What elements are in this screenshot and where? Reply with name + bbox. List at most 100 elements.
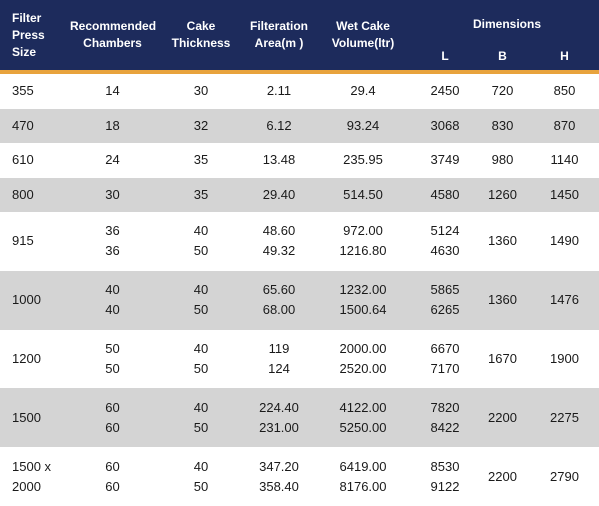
cell-line: 7170 <box>430 360 460 376</box>
cell-line: 68.00 <box>262 302 296 318</box>
cell-line: 35 <box>193 152 209 168</box>
table-cell: 40 50 <box>155 447 247 506</box>
cell-line: 1500 <box>12 409 41 425</box>
table-cell: 1500 <box>0 388 70 448</box>
table-cell: 850 <box>530 72 599 109</box>
table-cell: 2450 <box>415 72 475 109</box>
cell-line: 1360 <box>488 233 517 249</box>
table-row: 800 30 35 29.40 514.50 4580 1260 1450 <box>0 177 599 212</box>
cell-line: Cake <box>186 19 216 33</box>
table-cell: 224.40 231.00 <box>247 388 311 448</box>
cell-line: 2275 <box>550 409 579 425</box>
table-cell: 972.00 1216.80 <box>311 212 415 271</box>
table-cell: 610 <box>0 143 70 178</box>
cell-line: 4630 <box>430 243 460 259</box>
table-row: 1500 x 2000 60 60 40 50 347.20 358.40 6419.00 817… <box>0 447 599 506</box>
cell-line: 50 <box>193 419 209 435</box>
cell-line: 30 <box>193 83 209 99</box>
table-cell: 2.11 <box>247 72 311 109</box>
cell-line: 1450 <box>550 186 579 202</box>
table-row: 610 24 35 13.48 235.95 3749 980 1140 <box>0 143 599 178</box>
table-cell: 830 <box>475 108 530 143</box>
table-cell: 32 <box>155 108 247 143</box>
cell-line: 29.4 <box>350 83 376 99</box>
cell-line: Chambers <box>83 36 142 50</box>
cell-line: 13.48 <box>262 152 296 168</box>
cell-line: 50 <box>193 360 209 376</box>
cell-line: 50 <box>193 302 209 318</box>
table-cell: 60 60 <box>70 388 155 448</box>
table-header: Filter Press Size Recommended Chambers Cake Th… <box>0 0 599 74</box>
cell-line: 36 <box>105 243 120 259</box>
cell-line: 4580 <box>430 186 460 202</box>
table-row: 470 18 32 6.12 93.24 3068 830 870 <box>0 108 599 143</box>
cell-line: 1360 <box>488 292 517 308</box>
cell-line: 2.11 <box>266 83 292 99</box>
cell-line: 224.40 <box>259 399 299 415</box>
column-header: Wet Cake Volume(ltr) <box>311 0 415 74</box>
cell-line: 830 <box>491 117 514 133</box>
cell-line: 50 <box>193 243 209 259</box>
table-cell: 40 40 <box>70 270 155 330</box>
cell-line: 40 <box>193 399 209 415</box>
table-cell: 870 <box>530 108 599 143</box>
cell-line: 347.20 <box>259 458 299 474</box>
table-cell: 1360 <box>475 270 530 330</box>
table-cell: 30 <box>155 72 247 109</box>
cell-line: Size <box>12 44 37 59</box>
table-cell: 6.12 <box>247 108 311 143</box>
cell-line: 49.32 <box>262 243 296 259</box>
sub-header: B <box>475 48 530 74</box>
header-row: Filter Press Size Recommended Chambers Cake Th… <box>0 0 599 74</box>
table-cell: 48.60 49.32 <box>247 212 311 271</box>
cell-line: 231.00 <box>259 419 299 435</box>
table-row: 1000 40 40 40 50 65.60 68.00 1232.00 1500.64 5865… <box>0 270 599 330</box>
table-cell: 1200 <box>0 330 70 389</box>
table-cell: 40 50 <box>155 330 247 389</box>
cell-line: 14 <box>105 83 120 99</box>
table-cell: 6670 7170 <box>415 330 475 389</box>
cell-line: 2790 <box>550 468 579 484</box>
table-cell: 1476 <box>530 270 599 330</box>
table-cell: 1000 <box>0 270 70 330</box>
column-header: Recommended Chambers <box>70 0 157 74</box>
table-cell: 915 <box>0 212 70 271</box>
cell-line: 119 <box>268 340 290 356</box>
cell-line: 2200 <box>488 468 517 484</box>
cell-line: 4122.00 <box>339 399 387 415</box>
table-cell: 7820 8422 <box>415 388 475 448</box>
cell-line: 2520.00 <box>339 360 387 376</box>
cell-line: Filteration <box>249 19 308 33</box>
cell-line: Recommended <box>70 19 157 33</box>
table-cell: 347.20 358.40 <box>247 447 311 506</box>
table-cell: 8530 9122 <box>415 447 475 506</box>
table-cell: 29.40 <box>247 177 311 212</box>
cell-line: 6265 <box>430 302 460 318</box>
sub-header: H <box>530 48 599 74</box>
cell-line: 1490 <box>550 233 579 249</box>
cell-line: 1500.64 <box>339 302 387 318</box>
table-cell: 2200 <box>475 447 530 506</box>
table-cell: 4122.00 5250.00 <box>311 388 415 448</box>
cell-line: 6419.00 <box>339 458 387 474</box>
table-cell: 1500 x 2000 <box>0 447 70 506</box>
table-cell: 800 <box>0 177 70 212</box>
cell-line: Volume(ltr) <box>331 36 395 50</box>
cell-line: 1140 <box>550 152 579 168</box>
cell-line: 60 <box>105 478 120 494</box>
table-cell: 40 50 <box>155 212 247 271</box>
table-cell: 40 50 <box>155 270 247 330</box>
cell-line: 3749 <box>430 152 460 168</box>
table-cell: 35 <box>155 143 247 178</box>
cell-line: 40 <box>193 282 209 298</box>
table-cell: 13.48 <box>247 143 311 178</box>
cell-line: 40 <box>105 282 120 298</box>
cell-line: 870 <box>553 117 576 133</box>
cell-line: 2200 <box>488 409 517 425</box>
table-cell: 60 60 <box>70 447 155 506</box>
cell-line: 2000 <box>12 478 41 494</box>
table-cell: 18 <box>70 108 155 143</box>
cell-line: 1216.80 <box>339 243 387 259</box>
table-cell: 1140 <box>530 143 599 178</box>
